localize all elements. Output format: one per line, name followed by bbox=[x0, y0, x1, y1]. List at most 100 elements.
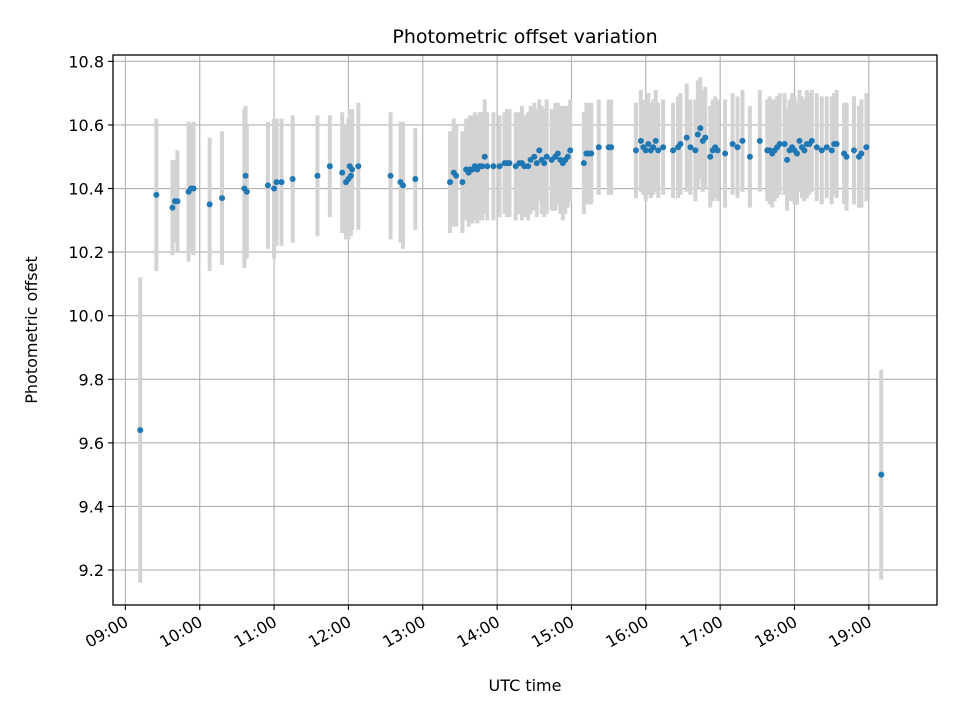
data-point bbox=[355, 163, 362, 170]
data-point bbox=[484, 163, 491, 170]
data-point bbox=[289, 175, 296, 182]
data-point bbox=[858, 150, 865, 157]
data-point bbox=[314, 172, 321, 179]
data-point bbox=[219, 195, 226, 202]
data-point bbox=[808, 137, 815, 144]
data-point bbox=[781, 141, 788, 148]
data-point bbox=[650, 144, 657, 151]
data-point bbox=[793, 150, 800, 157]
y-axis-label: Photometric offset bbox=[22, 256, 41, 404]
data-point bbox=[264, 182, 271, 189]
data-point bbox=[878, 471, 885, 478]
data-point bbox=[739, 137, 746, 144]
data-point bbox=[554, 150, 561, 157]
data-point bbox=[833, 141, 840, 148]
data-point bbox=[642, 147, 649, 154]
data-point bbox=[595, 144, 602, 151]
data-point bbox=[387, 172, 394, 179]
y-tick-label: 10.0 bbox=[68, 307, 104, 326]
data-point bbox=[506, 160, 513, 167]
y-tick-label: 9.6 bbox=[79, 434, 104, 453]
data-point bbox=[796, 137, 803, 144]
data-point bbox=[776, 141, 783, 148]
data-point bbox=[564, 153, 571, 160]
y-tick-label: 10.4 bbox=[68, 180, 104, 199]
data-point bbox=[714, 147, 721, 154]
data-point bbox=[137, 427, 144, 434]
data-point bbox=[479, 163, 486, 170]
data-point bbox=[645, 141, 652, 148]
y-tick-label: 10.6 bbox=[68, 116, 104, 135]
data-point bbox=[273, 179, 280, 186]
data-point bbox=[326, 163, 333, 170]
plot-frame bbox=[112, 54, 938, 606]
chart-title: Photometric offset variation bbox=[392, 26, 657, 48]
data-point bbox=[447, 179, 454, 186]
data-point bbox=[843, 153, 850, 160]
data-point bbox=[242, 172, 249, 179]
x-axis-label: UTC time bbox=[489, 676, 562, 695]
y-tick-label: 9.4 bbox=[79, 497, 104, 516]
data-point bbox=[608, 144, 615, 151]
data-point bbox=[169, 204, 176, 211]
data-point bbox=[694, 131, 701, 138]
data-point bbox=[813, 144, 820, 151]
data-point bbox=[702, 134, 709, 141]
data-point bbox=[632, 147, 639, 154]
data-point bbox=[818, 147, 825, 154]
data-point bbox=[697, 125, 704, 132]
data-point bbox=[496, 163, 503, 170]
data-point bbox=[459, 179, 466, 186]
data-point bbox=[153, 191, 160, 198]
data-point bbox=[729, 141, 736, 148]
data-point bbox=[823, 144, 830, 151]
y-tick-label: 10.8 bbox=[68, 52, 104, 71]
data-point bbox=[525, 163, 532, 170]
data-point bbox=[652, 137, 659, 144]
y-tick-label: 10.2 bbox=[68, 243, 104, 262]
data-point bbox=[734, 144, 741, 151]
data-point bbox=[687, 144, 694, 151]
data-point bbox=[655, 147, 662, 154]
data-point bbox=[588, 150, 595, 157]
data-point bbox=[670, 147, 677, 154]
data-point bbox=[683, 134, 690, 141]
data-point bbox=[692, 147, 699, 154]
data-point bbox=[536, 147, 543, 154]
data-point bbox=[349, 166, 356, 173]
data-point bbox=[399, 182, 406, 189]
y-axis: 9.2 9.4 9.6 9.8 10.0 10.2 10.4 10.6 10.8 bbox=[68, 52, 113, 580]
data-point bbox=[533, 160, 540, 167]
data-point bbox=[756, 137, 763, 144]
data-point bbox=[243, 188, 250, 195]
data-point bbox=[850, 147, 857, 154]
data-point bbox=[278, 179, 285, 186]
y-tick-label: 9.2 bbox=[79, 561, 104, 580]
data-point bbox=[660, 144, 667, 151]
data-point bbox=[677, 141, 684, 148]
data-point bbox=[481, 153, 488, 160]
data-point bbox=[801, 147, 808, 154]
data-point bbox=[722, 150, 729, 157]
data-point bbox=[453, 172, 460, 179]
data-point bbox=[412, 175, 419, 182]
data-point bbox=[863, 144, 870, 151]
data-point bbox=[206, 201, 213, 208]
data-point bbox=[707, 153, 714, 160]
data-point bbox=[339, 169, 346, 176]
data-point bbox=[347, 172, 354, 179]
data-point bbox=[637, 137, 644, 144]
data-point bbox=[190, 185, 197, 192]
data-point bbox=[490, 163, 497, 170]
data-point bbox=[531, 153, 538, 160]
data-point bbox=[543, 153, 550, 160]
data-point bbox=[784, 156, 791, 163]
data-point bbox=[174, 198, 181, 205]
data-points bbox=[137, 125, 885, 478]
data-point bbox=[580, 160, 587, 167]
data-point bbox=[567, 147, 574, 154]
y-tick-label: 9.8 bbox=[79, 370, 104, 389]
data-point bbox=[828, 147, 835, 154]
data-point bbox=[746, 153, 753, 160]
